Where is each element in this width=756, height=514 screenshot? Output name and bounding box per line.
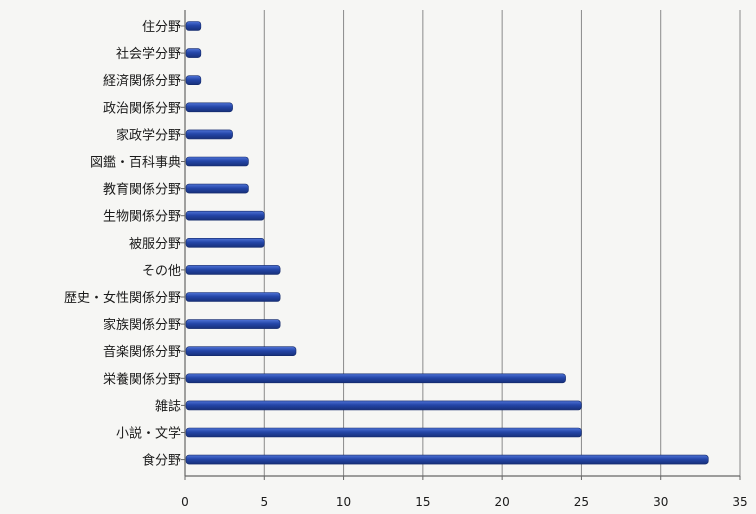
x-tick-label: 0 [181,495,189,509]
bar [185,238,265,248]
bar [185,292,281,302]
x-tick-label: 25 [574,495,589,509]
bar [185,319,281,329]
category-label: 栄養関係分野 [103,371,181,387]
category-label: 雑誌 [155,398,181,414]
axes [181,10,740,477]
bar [185,48,202,58]
category-label: その他 [142,264,181,279]
category-label: 政治関係分野 [103,101,181,116]
x-tick-labels: 0 5 10 15 20 25 30 35 [181,495,747,509]
bars [185,21,709,465]
bar [185,129,233,140]
category-label: 生物関係分野 [103,210,181,225]
bar [185,400,582,411]
bar [185,183,249,194]
category-label: 経済関係分野 [103,73,181,89]
bar [185,21,202,31]
category-label: 教育関係分野 [103,182,181,198]
bar [185,454,709,465]
category-labels: 住分野社会学分野経済関係分野政治関係分野家政学分野図鑑・百科事典教育関係分野生物… [64,20,181,469]
bar [185,427,582,438]
bar [185,265,281,275]
bar [185,346,297,357]
category-label: 食分野 [142,453,181,469]
bar [185,156,249,167]
category-label: 小説・文学 [116,426,181,442]
bar [185,373,566,384]
bar [185,75,202,85]
category-label: 住分野 [142,20,181,35]
bar [185,102,233,113]
x-tick-label: 15 [415,495,430,509]
x-tick-label: 30 [653,495,668,509]
bar [185,210,265,221]
x-tick-label: 35 [732,495,747,509]
x-tick-label: 10 [336,495,351,509]
x-tick-label: 20 [495,495,510,509]
category-label: 音楽関係分野 [103,344,181,360]
category-label: 社会学分野 [116,46,181,62]
gridlines [184,10,741,480]
category-label: 歴史・女性関係分野 [64,290,181,306]
category-label: 家政学分野 [116,127,181,143]
x-tick-label: 5 [260,495,268,509]
category-label: 図鑑・百科事典 [90,155,181,171]
category-label: 家族関係分野 [103,317,181,333]
category-label: 被服分野 [129,237,181,252]
